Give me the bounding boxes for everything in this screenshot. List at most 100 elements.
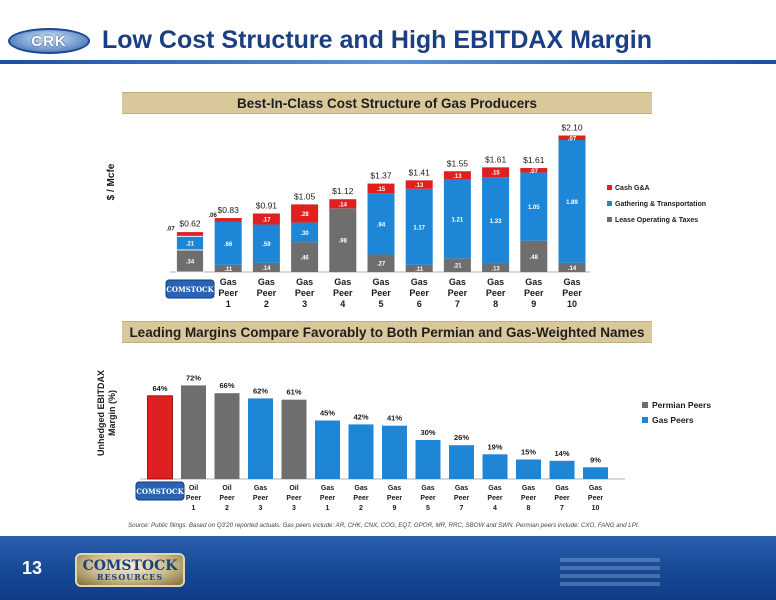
bar-gathering-3 [291, 222, 319, 243]
margin-value-label: 19% [487, 442, 502, 451]
category-label: 3 [259, 505, 263, 512]
data-label: .98 [339, 239, 348, 245]
category-label: Gas [321, 485, 334, 492]
data-label: .11 [415, 267, 424, 273]
bar-lease-operating-3 [291, 242, 319, 272]
category-label: Peer [409, 288, 429, 298]
category-label: 2 [225, 505, 229, 512]
category-label: Gas [563, 277, 580, 287]
category-label: Gas [254, 485, 267, 492]
category-label: 6 [417, 299, 422, 309]
margin-bar-11 [516, 459, 541, 479]
category-label: Gas [411, 277, 428, 287]
y-axis-label-line1: Unhedged EBITDAX [96, 370, 106, 456]
data-label: .15 [491, 171, 500, 177]
legend-swatch [607, 185, 612, 190]
margin-bar-2 [214, 393, 240, 479]
margin-value-label: 66% [219, 381, 234, 390]
data-label: 1.21 [452, 218, 464, 224]
legend-swatch [642, 417, 648, 423]
total-label: $1.12 [332, 186, 354, 196]
category-label: Peer [353, 495, 368, 502]
page-title: Low Cost Structure and High EBITDAX Marg… [102, 26, 653, 54]
category-label: Gas [525, 277, 542, 287]
category-label: 5 [426, 505, 430, 512]
category-label: 10 [592, 505, 600, 512]
logo-text: CRK [31, 32, 67, 50]
margin-value-label: 14% [554, 449, 569, 458]
category-label: 4 [340, 299, 345, 309]
category-label: 7 [460, 505, 464, 512]
category-label: 1 [226, 299, 231, 309]
category-label: Peer [218, 288, 238, 298]
data-label: .21 [186, 242, 195, 248]
company-logo-badge-text: COMSTOCK [166, 285, 214, 294]
category-label: Peer [454, 495, 469, 502]
company-logo-badge-shape [135, 481, 185, 501]
total-label: $1.55 [447, 158, 469, 168]
category-label: Peer [562, 288, 582, 298]
total-label: $1.41 [409, 167, 431, 177]
category-label: Peer [524, 288, 544, 298]
bar-cash-ga-5 [367, 183, 395, 194]
margin-bar-4 [281, 399, 307, 479]
margin-value-label: 42% [353, 412, 368, 421]
category-label: Gas [354, 485, 367, 492]
category-label: Gas [488, 485, 501, 492]
company-logo-badge-text: COMSTOCK [136, 487, 184, 496]
category-label: Peer [387, 495, 402, 502]
bar-gathering-5 [367, 193, 395, 255]
data-label: .17 [262, 218, 271, 224]
category-label: Gas [334, 277, 351, 287]
legend-label: Lease Operating & Taxes [615, 217, 698, 224]
category-label: Peer [257, 288, 277, 298]
company-logo-badge: COMSTOCK [165, 279, 215, 299]
category-label: 5 [378, 299, 383, 309]
category-label: 3 [302, 299, 307, 309]
category-label: 1 [192, 505, 196, 512]
data-label: .27 [377, 262, 386, 268]
chart2-title-banner: Leading Margins Compare Favorably to Bot… [122, 321, 652, 343]
category-label: 7 [455, 299, 460, 309]
category-label: Gas [421, 485, 434, 492]
bar-gathering-10 [558, 140, 586, 263]
margin-bar-9 [449, 445, 474, 479]
legend-label: Cash G&A [615, 185, 650, 192]
legend-label: Gathering & Transportation [615, 201, 706, 208]
category-label: Peer [487, 495, 502, 502]
category-label: Gas [372, 277, 389, 287]
bar-cash-ga-8 [482, 167, 510, 178]
data-label: .14 [262, 266, 271, 272]
y-axis-label-line2: Margin (%) [107, 390, 117, 436]
margin-bar-6 [348, 424, 374, 479]
category-label: 9 [393, 505, 397, 512]
category-label: Gas [258, 277, 275, 287]
margin-value-label: 41% [387, 414, 402, 423]
category-label: Gas [589, 485, 602, 492]
bar-cash-ga-2 [252, 213, 280, 225]
category-label: Gas [296, 277, 313, 287]
category-label: 7 [560, 505, 564, 512]
y-axis-label: $ / Mcfe [106, 163, 117, 200]
margin-bar-7 [382, 425, 407, 479]
category-label: 2 [264, 299, 269, 309]
footer-logo-line2: RESOURCES [96, 571, 164, 582]
legend-swatch [607, 217, 612, 222]
category-label: Peer [521, 495, 536, 502]
company-logo-badge: COMSTOCK [135, 481, 185, 501]
category-label: Oil [222, 485, 231, 492]
category-label: Gas [522, 485, 535, 492]
margin-bar-13 [583, 467, 608, 479]
total-label: $1.61 [523, 155, 545, 165]
margin-value-label: 26% [454, 433, 469, 442]
header-divider [0, 60, 776, 64]
margin-value-label: 61% [286, 388, 301, 397]
margin-value-label: 15% [521, 448, 536, 457]
margin-bar-8 [415, 440, 441, 479]
bar-cash-ga-3 [291, 204, 319, 223]
footer-decoration [560, 556, 660, 586]
data-label: .14 [568, 266, 577, 272]
category-label: Gas [388, 485, 401, 492]
source-note: Source: Public filings. Based on Q3'20 r… [128, 522, 640, 529]
category-label: 2 [359, 505, 363, 512]
